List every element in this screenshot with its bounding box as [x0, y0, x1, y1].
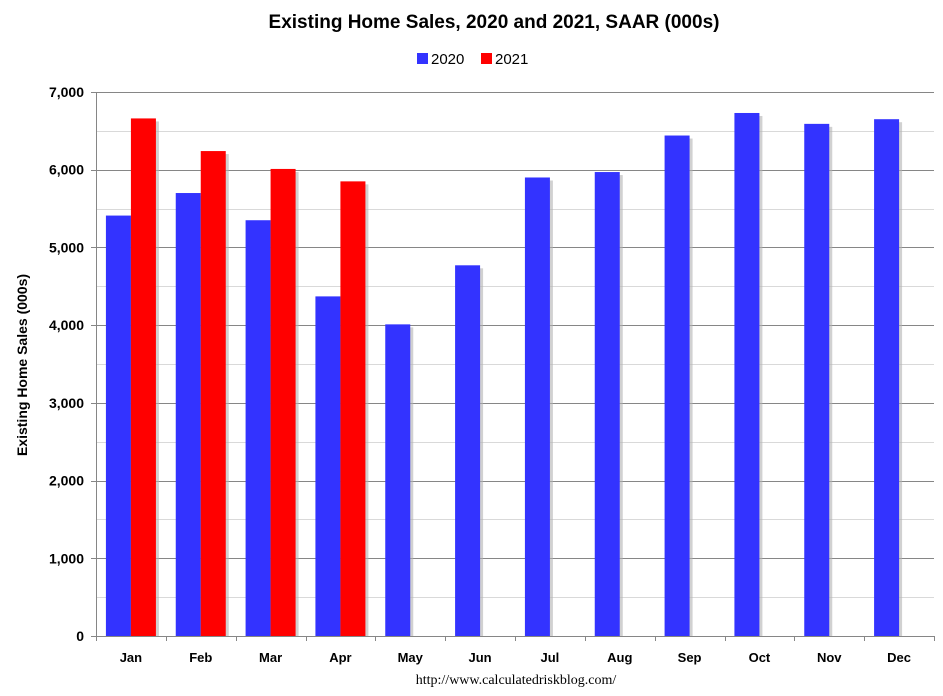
- bar-2020-jan: [105, 215, 131, 636]
- x-tick-label: Jul: [541, 650, 560, 665]
- bar-2020-apr: [315, 296, 341, 636]
- x-tick-label: Oct: [749, 650, 771, 665]
- bar-2021-apr: [340, 181, 366, 636]
- bar-2020-nov: [804, 123, 830, 636]
- x-tick-label: Dec: [887, 650, 911, 665]
- x-tick-labels: Jan Feb Mar Apr May Jun Jul Aug Sep Oct Nov Dec: [120, 650, 911, 665]
- x-tick-label: Mar: [259, 650, 282, 665]
- bar-2021-jan: [130, 118, 156, 637]
- y-tick-label: 7,000: [49, 84, 84, 100]
- legend-swatch-2020: [417, 53, 428, 64]
- x-tick-label: May: [398, 650, 424, 665]
- legend-label-2021: 2021: [495, 51, 528, 68]
- bar-2020-sep: [664, 135, 690, 636]
- bar-2020-aug: [594, 172, 620, 636]
- source-url: http://www.calculatedriskblog.com/: [416, 673, 617, 688]
- legend-label-2020: 2020: [431, 51, 464, 68]
- x-tick-label: Jun: [469, 650, 492, 665]
- bar-2020-jul: [524, 177, 550, 636]
- axes: [91, 92, 935, 641]
- bar-2021-mar: [270, 168, 296, 637]
- x-tick-label: Aug: [607, 650, 632, 665]
- bar-2020-dec: [874, 119, 900, 636]
- x-tick-label: Nov: [817, 650, 842, 665]
- y-tick-label: 0: [76, 628, 84, 644]
- x-tick-label: Jan: [120, 650, 142, 665]
- y-axis-title: Existing Home Sales (000s): [14, 274, 30, 456]
- bar-2020-feb: [175, 193, 201, 636]
- x-tick-label: Apr: [329, 650, 351, 665]
- y-tick-label: 6,000: [49, 162, 84, 178]
- y-tick-label: 5,000: [49, 239, 84, 255]
- y-tick-labels: 0 1,000 2,000 3,000 4,000 5,000 6,000 7,000: [49, 84, 84, 644]
- bar-2021-feb: [200, 151, 226, 636]
- bars: [105, 112, 903, 637]
- y-tick-label: 4,000: [49, 317, 84, 333]
- bar-2020-mar: [245, 220, 271, 636]
- y-tick-label: 3,000: [49, 395, 84, 411]
- chart-title: Existing Home Sales, 2020 and 2021, SAAR…: [269, 12, 720, 33]
- bar-2020-may: [385, 324, 411, 636]
- legend: 2020 2021: [417, 51, 528, 68]
- bar-2020-oct: [734, 112, 760, 637]
- y-tick-label: 1,000: [49, 550, 84, 566]
- x-tick-label: Feb: [189, 650, 212, 665]
- bar-2020-jun: [455, 265, 481, 636]
- x-tick-label: Sep: [678, 650, 702, 665]
- y-tick-label: 2,000: [49, 473, 84, 489]
- gridlines: [96, 92, 934, 598]
- legend-swatch-2021: [481, 53, 492, 64]
